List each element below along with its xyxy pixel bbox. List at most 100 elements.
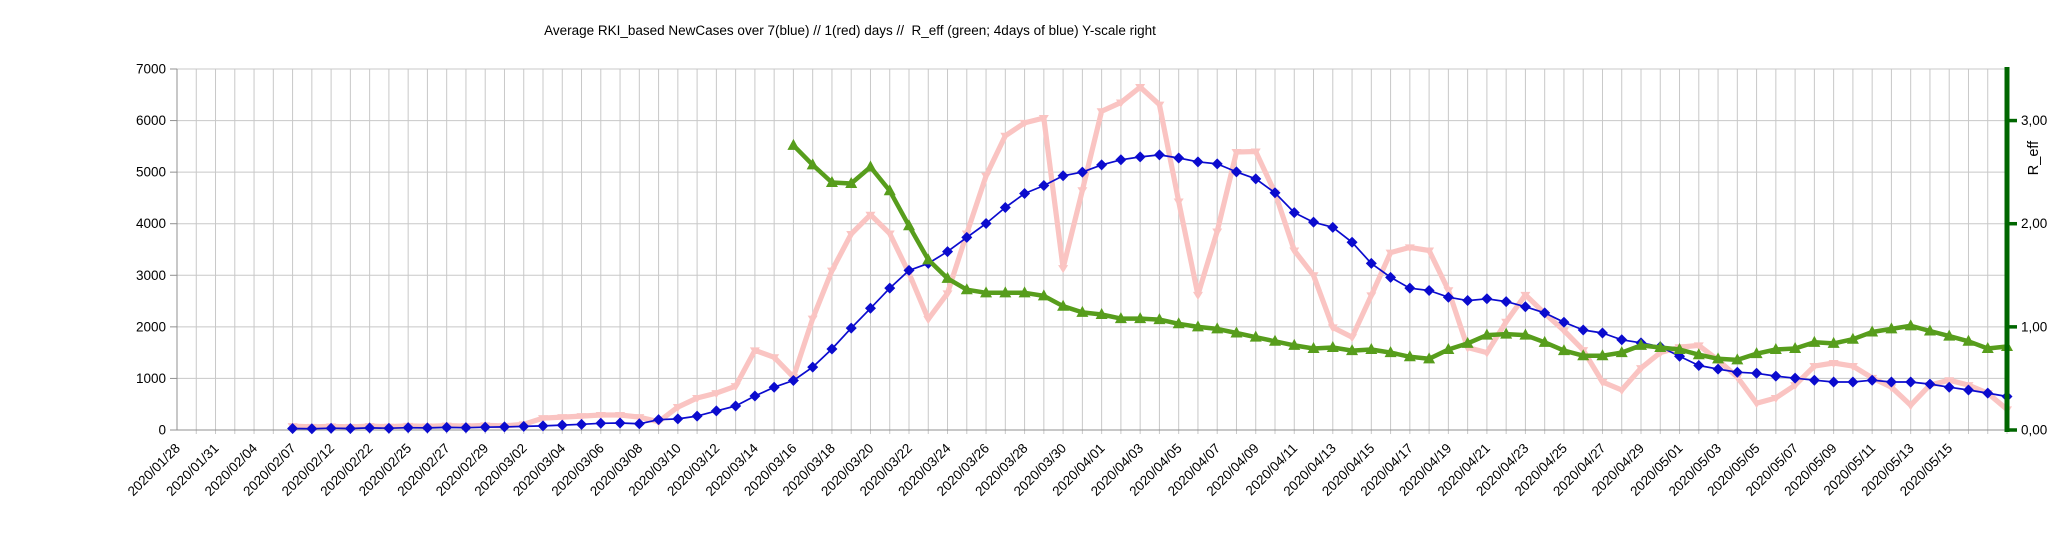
triangle-up-marker [1635,338,1647,350]
triangle-down-marker [1135,84,1146,93]
triangle-down-marker [1385,249,1396,258]
diamond-marker [1134,151,1146,163]
triangle-up-marker [1018,286,1031,298]
left-axis-tick-label: 6000 [136,113,166,128]
triangle-down-marker [1693,342,1704,351]
triangle-down-marker [1481,349,1492,358]
diamond-marker [1423,284,1435,296]
diamond-marker [691,410,703,422]
triangle-up-marker [1673,343,1686,355]
diamond-marker [1866,374,1878,386]
triangle-up-marker [1789,342,1802,354]
triangle-up-marker [980,286,993,298]
series-line [291,154,2008,430]
left-axis-tick-label: 7000 [136,62,166,77]
triangle-up-marker [1731,353,1744,365]
triangle-down-marker [1770,395,1781,404]
triangle-up-marker [864,160,877,172]
triangle-up-marker [941,271,954,283]
right-axis-tick-label: 0,00 [2021,423,2047,438]
triangle-up-marker [1885,322,1898,334]
triangle-down-marker [1019,119,1030,128]
triangle-up-marker [1904,319,1917,331]
diamond-marker [1385,271,1397,283]
triangle-up-marker [1307,342,1320,354]
diamond-marker [1828,376,1840,388]
diamond-marker [1539,307,1551,319]
triangle-up-marker [922,253,935,265]
diamond-marker [730,400,742,412]
triangle-up-marker [1923,324,1936,336]
diamond-marker [498,421,510,433]
diamond-marker [1770,370,1782,382]
triangle-up-marker [1172,317,1185,329]
diamond-marker [402,422,414,434]
triangle-up-marker [1981,342,1994,354]
triangle-up-marker [1615,346,1628,358]
triangle-down-marker [1520,291,1531,300]
triangle-up-marker [1577,349,1590,361]
triangle-up-marker [1866,325,1879,337]
diamond-marker [1943,381,1955,393]
triangle-down-marker [749,347,760,356]
diamond-marker [884,282,896,294]
triangle-down-marker [1058,265,1069,274]
triangle-up-marker [960,283,973,295]
diamond-marker [1885,376,1897,388]
diamond-marker [1693,360,1705,372]
diamond-marker [980,217,992,229]
triangle-up-marker [1538,335,1551,347]
series-green-reff [787,138,2013,365]
triangle-up-marker [1326,340,1339,352]
diamond-marker [1847,376,1859,388]
triangle-down-marker [1558,327,1569,336]
diamond-marker [1500,296,1512,308]
triangle-up-marker [1442,343,1455,355]
diamond-marker [653,414,665,426]
triangle-up-marker [806,158,819,170]
right-axis-tick-label: 2,00 [2021,216,2047,231]
diamond-marker [787,374,799,386]
triangle-up-marker [1134,312,1147,324]
triangle-up-marker [1808,335,1821,347]
diamond-marker [421,422,433,434]
triangle-down-marker [730,383,741,392]
triangle-down-marker [923,316,934,325]
diamond-marker [768,381,780,393]
triangle-up-marker [1962,334,1975,346]
triangle-down-marker [1809,363,1820,372]
diamond-marker [845,322,857,334]
triangle-down-marker [1289,247,1300,256]
diamond-marker [1462,295,1474,307]
triangle-up-marker [1230,326,1243,338]
triangle-up-marker [1480,328,1493,340]
series-line [791,143,2010,363]
triangle-down-marker [538,415,548,424]
triangle-down-marker [615,412,626,421]
triangle-up-marker [1519,328,1532,340]
left-axis-tick-label: 3000 [136,268,166,283]
left-axis-tick-label: 5000 [136,165,166,180]
triangle-up-marker [1827,336,1840,348]
diamond-marker [1905,376,1917,388]
triangle-down-marker [1501,318,1512,327]
triangle-down-marker [1173,198,1184,207]
left-axis-tick-label: 1000 [136,371,166,386]
triangle-down-marker [576,413,587,422]
diamond-marker [287,422,299,434]
triangle-up-marker [1750,347,1763,359]
diamond-marker [672,413,684,425]
triangle-down-marker [1905,402,1916,411]
right-axis-tick-label: 1,00 [2021,319,2047,334]
diamond-marker [518,420,530,432]
left-axis-tick-label: 0 [158,423,166,438]
left-axis-tick-label: 2000 [136,319,166,334]
triangle-down-marker [634,414,645,423]
series-line [290,84,2010,430]
triangle-up-marker [1654,340,1667,352]
diamond-marker [1789,372,1801,384]
diamond-marker [1327,221,1339,233]
diamond-marker [1096,159,1108,171]
diamond-marker [1962,384,1974,396]
triangle-up-marker [1692,348,1705,360]
